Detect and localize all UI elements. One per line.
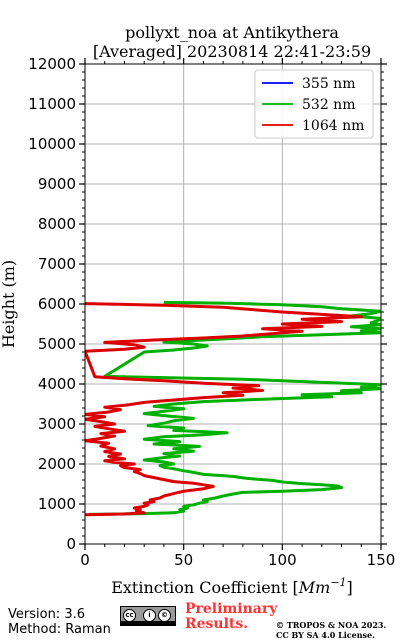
x-tick-label: 0 <box>80 551 90 569</box>
legend: 355 nm 532 nm 1064 nm <box>254 69 374 139</box>
cc-license-badge: cc i © <box>120 606 176 626</box>
series-line-532-nm <box>88 300 381 516</box>
version-text: Version: 3.6 <box>8 607 85 622</box>
y-axis-label: Height (m) <box>0 260 18 348</box>
y-tick-label: 1000 <box>38 495 76 513</box>
copyright-line2: CC BY SA 4.0 License. <box>276 630 375 640</box>
y-tick-label: 3000 <box>38 415 76 433</box>
x-axis-label: Extinction Coefficient [Mm−1] <box>111 576 353 597</box>
copyright-notice: © TROPOS & NOA 2023. CC BY SA 4.0 Licens… <box>276 620 386 640</box>
x-tick-label: 100 <box>268 551 297 569</box>
y-tick-label: 11000 <box>28 95 76 113</box>
method-text: Method: Raman <box>8 622 111 637</box>
preliminary-line1: Preliminary <box>185 601 278 617</box>
y-tick-label: 12000 <box>28 55 76 73</box>
y-tick-label: 4000 <box>38 375 76 393</box>
y-tick-label: 0 <box>66 535 76 553</box>
cc-icon: cc <box>123 609 136 622</box>
y-tick-label: 10000 <box>28 135 76 153</box>
series-line-1064-nm <box>85 302 363 517</box>
x-axis: 0 50 100 150 <box>80 58 395 569</box>
y-tick-label: 8000 <box>38 215 76 233</box>
preliminary-line2: Results. <box>185 616 249 632</box>
chart-title-line1: pollyxt_noa at Antikythera <box>125 23 339 42</box>
legend-label: 532 nm <box>302 97 355 113</box>
copyright-line1: © TROPOS & NOA 2023. <box>276 620 387 630</box>
x-tick-label: 150 <box>367 551 396 569</box>
y-tick-label: 7000 <box>38 255 76 273</box>
x-axis-label-unit: Mm <box>298 578 331 597</box>
series-layer <box>85 300 381 517</box>
legend-label: 1064 nm <box>302 118 364 134</box>
y-tick-label: 5000 <box>38 335 76 353</box>
y-tick-label: 2000 <box>38 455 76 473</box>
legend-label: 355 nm <box>302 76 355 92</box>
y-tick-label: 9000 <box>38 175 76 193</box>
legend-box <box>254 69 374 139</box>
x-tick-label: 50 <box>174 551 193 569</box>
x-axis-label-text: Extinction Coefficient [ <box>111 578 299 597</box>
y-tick-label: 6000 <box>38 295 76 313</box>
chart-title-line2: [Averaged] 20230814 22:41-23:59 <box>93 42 371 61</box>
preliminary-results-label: Preliminary Results. <box>185 602 277 632</box>
x-axis-label-exponent: −1 <box>330 576 346 589</box>
y-axis: 0 1000 2000 3000 4000 5000 6000 7000 8000 9000 100… <box>28 55 387 553</box>
x-axis-label-close: ] <box>347 578 353 597</box>
